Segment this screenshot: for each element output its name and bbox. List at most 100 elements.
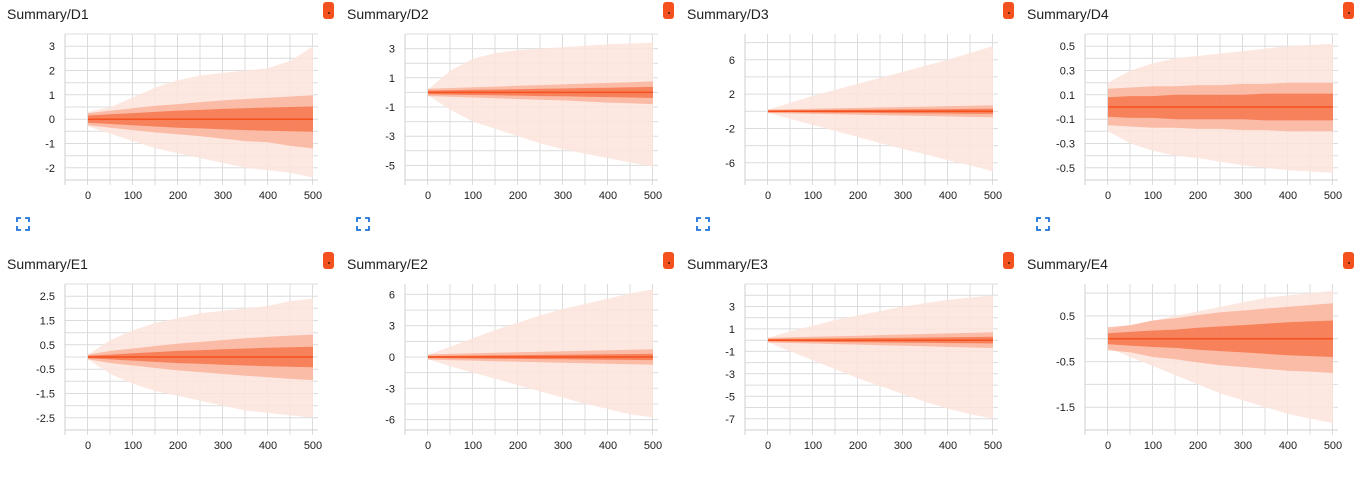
y-tick-label: 0.5 xyxy=(1060,41,1075,53)
y-tick-label: -5 xyxy=(385,160,395,172)
y-tick-label: 0 xyxy=(49,114,55,126)
caption-badge-icon[interactable] xyxy=(663,2,674,19)
y-tick-label: 0.1 xyxy=(1060,90,1075,102)
x-tick-label: 100 xyxy=(1144,440,1162,452)
x-tick-label: 0 xyxy=(425,190,431,202)
chart-plot: 0 100 200 300 400 500 0.5 0.3 0.1 -0.1 -0.3 -0.5 xyxy=(1056,33,1342,202)
x-tick-label: 400 xyxy=(599,190,617,202)
chart-plot: 0 100 200 300 400 500 3 1 -1 -3 -5 xyxy=(385,33,662,202)
y-tick-label: 1 xyxy=(729,324,735,336)
chart-plot: 0 100 200 300 400 500 0.5 -0.5 -1.5 xyxy=(1056,284,1342,452)
x-tick-label: 400 xyxy=(259,440,277,452)
x-tick-label: 300 xyxy=(894,440,912,452)
chart-card-summary-d3: Summary/D3 0 100 200 300 400 500 6 2 -2 -6 xyxy=(680,0,1020,231)
y-tick-label: -1 xyxy=(45,139,55,151)
x-tick-label: 400 xyxy=(259,190,277,202)
y-tick-label: -0.3 xyxy=(1056,139,1075,151)
chart-title: Summary/E2 xyxy=(347,256,428,272)
y-tick-label: -5 xyxy=(725,391,735,403)
x-tick-label: 0 xyxy=(425,440,431,452)
chart-card-summary-d2: Summary/D2 0 100 200 300 400 500 3 1 -1 -3 -5 xyxy=(340,0,680,231)
fullscreen-expand-icon[interactable] xyxy=(356,217,370,231)
x-tick-label: 300 xyxy=(554,440,572,452)
y-tick-label: -0.1 xyxy=(1056,114,1075,126)
y-tick-label: 0.5 xyxy=(1060,311,1075,323)
x-tick-label: 200 xyxy=(509,190,527,202)
caption-badge-icon[interactable] xyxy=(1003,252,1014,269)
fullscreen-expand-icon[interactable] xyxy=(1036,217,1050,231)
y-tick-label: -2 xyxy=(45,163,55,175)
chart-title: Summary/D2 xyxy=(347,6,429,22)
y-tick-label: 2 xyxy=(49,66,55,78)
y-tick-label: 0.5 xyxy=(40,340,55,352)
y-tick-label: -6 xyxy=(385,415,395,427)
y-tick-label: 6 xyxy=(389,289,395,301)
x-tick-label: 500 xyxy=(644,440,662,452)
x-tick-label: 500 xyxy=(1324,440,1342,452)
x-tick-label: 400 xyxy=(1279,190,1297,202)
y-tick-label: 3 xyxy=(389,321,395,333)
x-tick-label: 0 xyxy=(1105,190,1111,202)
y-tick-label: -6 xyxy=(725,158,735,170)
chart-title: Summary/D1 xyxy=(7,6,89,22)
y-tick-label: 3 xyxy=(49,41,55,53)
chart-title: Summary/E4 xyxy=(1027,256,1108,272)
y-tick-label: 0 xyxy=(389,352,395,364)
x-tick-label: 100 xyxy=(464,440,482,452)
chart-title: Summary/D3 xyxy=(687,6,769,22)
caption-badge-icon[interactable] xyxy=(1343,252,1354,269)
x-tick-label: 100 xyxy=(1144,190,1162,202)
x-tick-label: 100 xyxy=(804,440,822,452)
y-tick-label: -1.5 xyxy=(1056,402,1075,414)
caption-badge-icon[interactable] xyxy=(663,252,674,269)
x-tick-label: 400 xyxy=(939,440,957,452)
y-tick-label: -1 xyxy=(385,102,395,114)
x-tick-label: 400 xyxy=(939,190,957,202)
chart-plot: 0 100 200 300 400 500 3 1 -1 -3 -5 -7 xyxy=(725,283,1002,452)
y-tick-label: 1 xyxy=(49,90,55,102)
fullscreen-expand-icon[interactable] xyxy=(696,217,710,231)
x-tick-label: 300 xyxy=(214,190,232,202)
y-tick-label: -2.5 xyxy=(36,413,55,425)
y-tick-label: -1.5 xyxy=(36,389,55,401)
x-tick-label: 200 xyxy=(509,440,527,452)
chart-title: Summary/E3 xyxy=(687,256,768,272)
x-tick-label: 0 xyxy=(765,440,771,452)
y-tick-label: -3 xyxy=(385,131,395,143)
caption-badge-icon[interactable] xyxy=(1343,2,1354,19)
x-tick-label: 300 xyxy=(554,190,572,202)
chart-card-summary-e2: Summary/E2 0 100 200 300 400 500 6 3 0 -3 -6 xyxy=(340,250,680,480)
y-tick-label: 3 xyxy=(729,302,735,314)
x-tick-label: 200 xyxy=(1189,190,1207,202)
x-tick-label: 100 xyxy=(124,440,142,452)
chart-card-summary-d4: Summary/D4 0 100 200 300 400 500 0.5 0.3 0.1 -0.1 -… xyxy=(1020,0,1360,231)
caption-badge-icon[interactable] xyxy=(323,2,334,19)
x-tick-label: 300 xyxy=(894,190,912,202)
caption-badge-icon[interactable] xyxy=(323,252,334,269)
fullscreen-expand-icon[interactable] xyxy=(16,217,30,231)
chart-card-summary-e4: Summary/E4 0 100 200 300 400 500 0.5 -0.5 -1.5 xyxy=(1020,250,1360,480)
y-tick-label: 0.3 xyxy=(1060,66,1075,78)
x-tick-label: 0 xyxy=(765,190,771,202)
x-tick-label: 100 xyxy=(464,190,482,202)
x-tick-label: 500 xyxy=(304,440,322,452)
x-tick-label: 300 xyxy=(214,440,232,452)
x-tick-label: 400 xyxy=(599,440,617,452)
x-tick-label: 200 xyxy=(849,190,867,202)
chart-plot: 0 100 200 300 400 500 6 3 0 -3 -6 xyxy=(385,284,662,452)
y-tick-label: -1 xyxy=(725,346,735,358)
x-tick-label: 500 xyxy=(1324,190,1342,202)
y-tick-label: 6 xyxy=(729,55,735,67)
caption-badge-icon[interactable] xyxy=(1003,2,1014,19)
y-tick-label: 3 xyxy=(389,44,395,56)
x-tick-label: 500 xyxy=(304,190,322,202)
band-outer xyxy=(428,42,653,167)
y-tick-label: 1 xyxy=(389,73,395,85)
x-tick-label: 300 xyxy=(1234,190,1252,202)
x-tick-label: 200 xyxy=(169,190,187,202)
chart-title: Summary/E1 xyxy=(7,256,88,272)
x-tick-label: 200 xyxy=(849,440,867,452)
x-tick-label: 0 xyxy=(85,190,91,202)
chart-plot: 0 100 200 300 400 500 2.5 1.5 0.5 -0.5 -1.5 -2.5 xyxy=(36,283,322,452)
chart-card-summary-d1: Summary/D1 0 100 200 300 400 500 3 2 1 0 -1 -2 xyxy=(0,0,340,231)
